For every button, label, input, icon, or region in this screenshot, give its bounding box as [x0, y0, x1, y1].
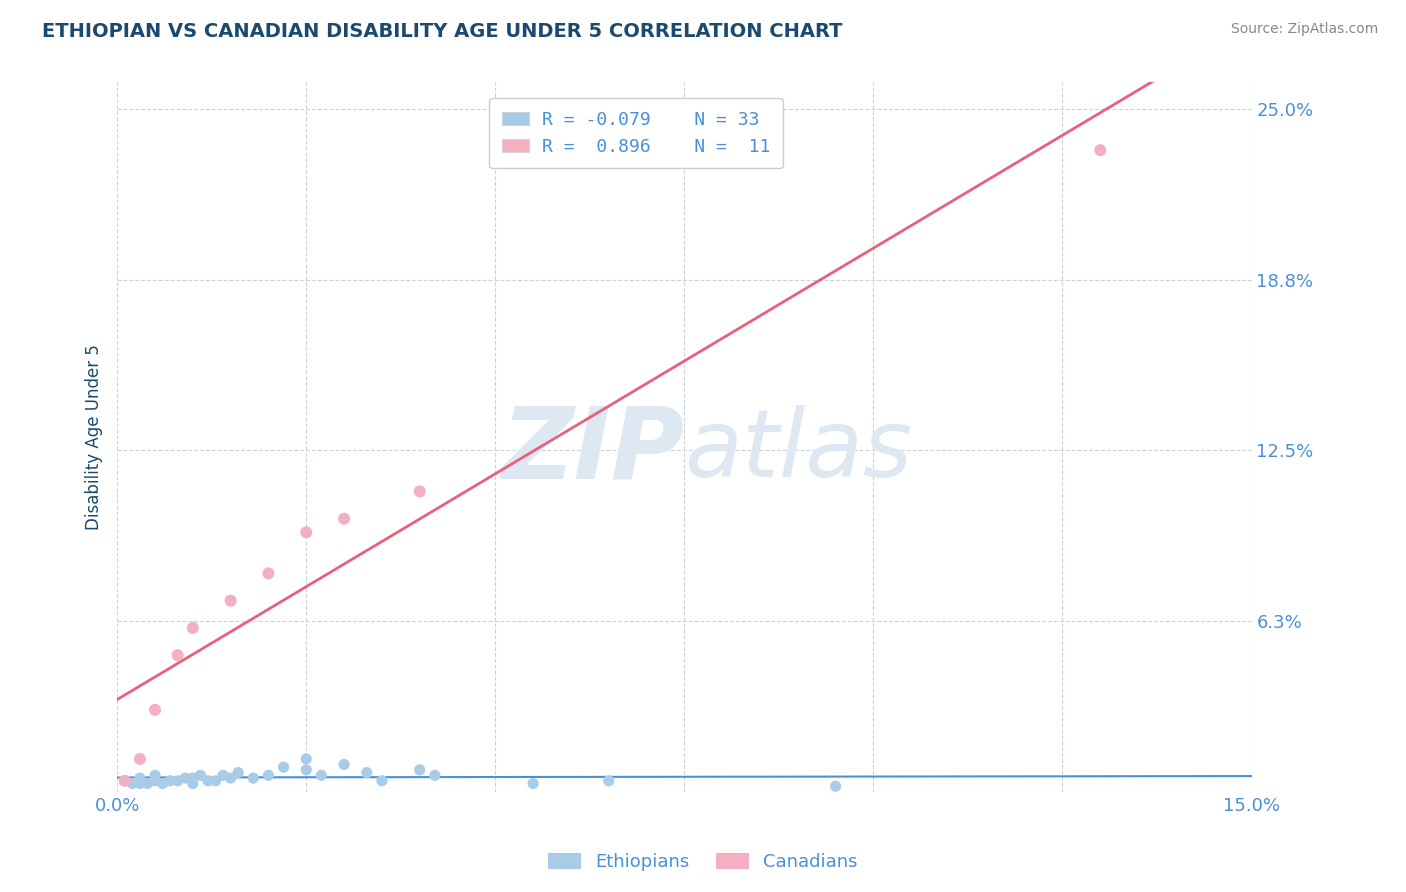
Point [212, 768, 235, 782]
Point [181, 776, 204, 790]
Point [121, 776, 143, 790]
Point [408, 763, 430, 777]
Point [143, 768, 166, 782]
Y-axis label: Disability Age Under 5: Disability Age Under 5 [86, 343, 103, 530]
Point [423, 768, 446, 782]
Point [204, 773, 226, 788]
Point [166, 648, 188, 663]
Point [598, 773, 620, 788]
Point [295, 763, 318, 777]
Point [197, 773, 219, 788]
Point [114, 773, 136, 788]
Point [273, 760, 295, 774]
Point [152, 776, 174, 790]
Point [1090, 143, 1112, 157]
Point [257, 768, 280, 782]
Point [226, 765, 249, 780]
Point [295, 525, 318, 540]
Point [371, 773, 394, 788]
Point [333, 757, 356, 772]
Point [159, 773, 181, 788]
Text: ZIP: ZIP [502, 402, 685, 500]
Point [174, 771, 197, 785]
Point [824, 779, 846, 793]
Point [522, 776, 544, 790]
Point [143, 773, 166, 788]
Text: ETHIOPIAN VS CANADIAN DISABILITY AGE UNDER 5 CORRELATION CHART: ETHIOPIAN VS CANADIAN DISABILITY AGE UND… [42, 22, 842, 41]
Point [408, 484, 430, 499]
Point [181, 771, 204, 785]
Point [311, 768, 333, 782]
Point [242, 771, 264, 785]
Point [128, 776, 150, 790]
Point [143, 703, 166, 717]
Point [295, 752, 318, 766]
Legend: Ethiopians, Canadians: Ethiopians, Canadians [541, 846, 865, 879]
Point [181, 621, 204, 635]
Point [333, 512, 356, 526]
Text: Source: ZipAtlas.com: Source: ZipAtlas.com [1230, 22, 1378, 37]
Point [219, 593, 242, 607]
Point [128, 771, 150, 785]
Point [114, 773, 136, 788]
Point [257, 566, 280, 581]
Text: atlas: atlas [685, 406, 912, 497]
Point [219, 771, 242, 785]
Point [190, 768, 212, 782]
Point [136, 776, 159, 790]
Point [356, 765, 378, 780]
Point [166, 773, 188, 788]
Legend: R = -0.079    N = 33, R =  0.896    N =  11: R = -0.079 N = 33, R = 0.896 N = 11 [489, 98, 783, 169]
Point [128, 752, 150, 766]
